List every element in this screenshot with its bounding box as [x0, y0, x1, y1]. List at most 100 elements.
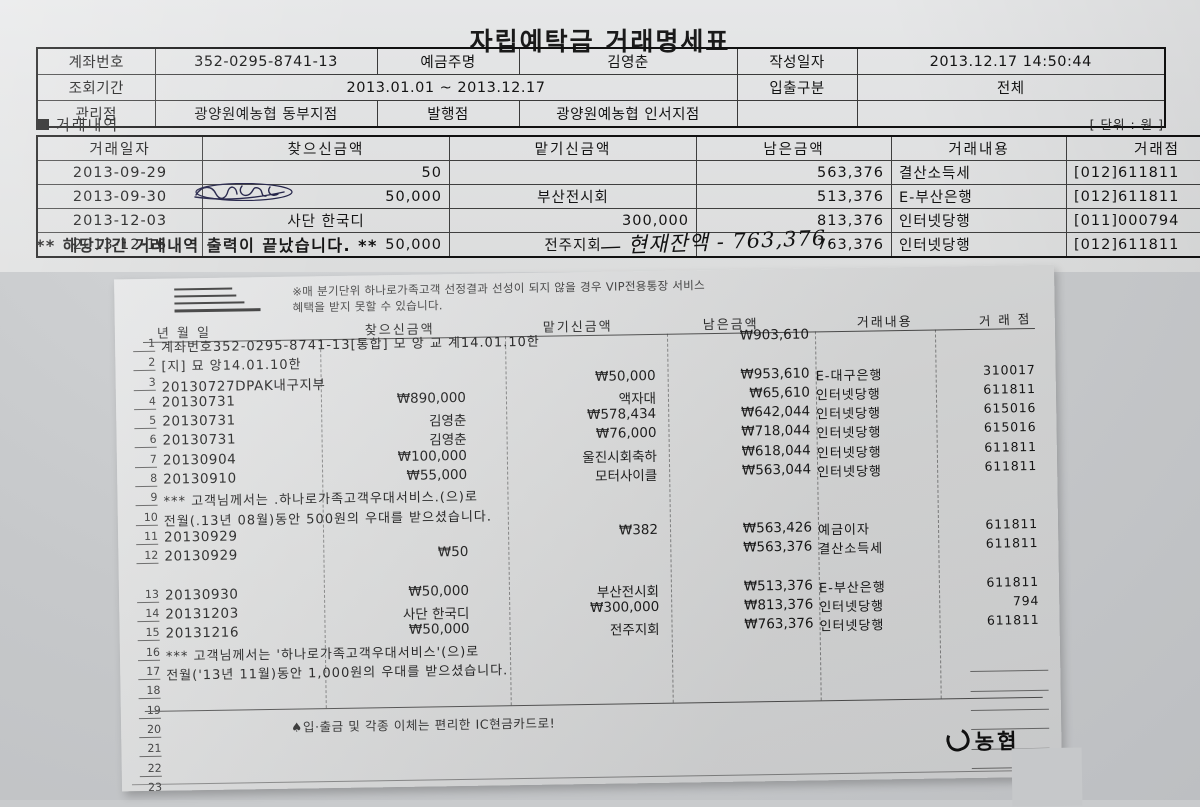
col-header-desc: 거래내용 [892, 136, 1067, 161]
passbook-row-number: 21 [139, 742, 161, 757]
passbook-page: ※매 분기단위 하나로가족고객 선정결과 선성이 되지 않을 경우 VIP전용통… [114, 265, 1062, 792]
holder-name-value: 김영춘 [519, 48, 737, 75]
passbook-header-lines-decoration [174, 287, 260, 317]
passbook-row-balance: ₩563,426 [640, 519, 812, 538]
passbook-empty-row-rule [970, 670, 1048, 672]
passbook-row-balance: ₩618,044 [639, 442, 811, 461]
passbook-row-text: [지] 묘 앙14.01.10한 [161, 354, 301, 375]
passbook-row-deposit: ₩300,000 [459, 599, 659, 618]
passbook-row-number: 13 [137, 588, 159, 603]
passbook-photo-region: ※매 분기단위 하나로가족고객 선정결과 선성이 되지 않을 경우 VIP전용통… [118, 272, 1078, 800]
passbook-row-branch: 611811 [943, 612, 1039, 629]
passbook-row-balance: ₩763,376 [641, 616, 813, 635]
passbook-row-deposit: ₩76,000 [456, 425, 656, 444]
passbook-row-branch: 611811 [941, 458, 1037, 475]
passbook-row-branch: 611811 [940, 381, 1036, 398]
passbook-row-branch: 611811 [943, 574, 1039, 591]
col-header-date: 거래일자 [37, 136, 203, 161]
txn-cell-date: 2013-09-30 [37, 185, 203, 209]
passbook-row-deposit: ₩578,434 [456, 406, 656, 425]
header-row-account: 계좌번호 352-0295-8741-13 예금주명 김영춘 작성일자 2013… [37, 48, 1165, 75]
txn-cell-desc: E-부산은행 [892, 185, 1067, 209]
passbook-row-number: 17 [138, 665, 160, 680]
passbook-row-number: 12 [136, 549, 158, 564]
passbook-row-ymd: 20130904 [163, 451, 237, 468]
passbook-row-number: 11 [136, 530, 158, 545]
passbook-row-deposit: ₩50,000 [456, 368, 656, 387]
col-header-withdraw: 찾으신금액 [203, 136, 450, 161]
passbook-row-ymd: 20130929 [164, 548, 238, 565]
currency-unit-note: [ 단위 : 원 ] [1090, 114, 1164, 133]
passbook-corner-cut [1012, 747, 1083, 806]
txn-cell-branch: [012]611811 [1067, 233, 1200, 258]
manage-branch-value: 광양원예농협 동부지점 [155, 101, 377, 128]
txn-cell-date: 2013-12-03 [37, 209, 203, 233]
passbook-row-desc: 인터넷당행 [816, 422, 881, 442]
passbook-row-branch: 611811 [942, 535, 1038, 552]
passbook-row-balance: ₩642,044 [638, 404, 810, 423]
passbook-row-number: 15 [137, 626, 159, 641]
passbook-row-desc: E-대구은행 [815, 364, 882, 384]
col-header-balance: 남은금액 [697, 136, 892, 161]
passbook-row-number: 16 [138, 645, 160, 660]
passbook-row-number: 2 [133, 356, 155, 371]
passbook-row-deposit: ₩382 [458, 522, 658, 541]
statement-header-table: 계좌번호 352-0295-8741-13 예금주명 김영춘 작성일자 2013… [36, 47, 1166, 128]
passbook-row-desc: 인터넷당행 [819, 596, 884, 616]
passbook-row-number: 23 [140, 781, 162, 792]
txn-cell-withdraw: 사단 한국디 [203, 209, 450, 233]
passbook-row-ymd: 20131203 [165, 606, 239, 623]
passbook-row-number: 9 [135, 491, 157, 506]
txn-cell-desc: 인터넷당행 [892, 233, 1067, 258]
passbook-row-desc: 결산소득세 [818, 538, 883, 558]
inout-label: 입출구분 [737, 75, 857, 101]
passbook-row-number: 1 [133, 337, 155, 352]
passbook-row-desc: 인터넷당행 [816, 383, 881, 403]
transaction-header-row: 거래일자 찾으신금액 맡기신금액 남은금액 거래내용 거래점 [37, 136, 1200, 161]
passbook-row-balance: ₩903,610 [637, 327, 809, 346]
txn-cell-date: 2013-09-29 [37, 161, 203, 185]
passbook-row-ymd: 20130930 [165, 586, 239, 603]
passbook-row-withdraw: ₩50,000 [269, 621, 469, 640]
period-label: 조회기간 [37, 75, 155, 101]
passbook-row-withdraw: ₩55,000 [267, 467, 467, 486]
nonghyup-brand: 농협 [947, 725, 1020, 756]
passbook-empty-row-rule [971, 709, 1049, 711]
passbook-row-number: 14 [137, 607, 159, 622]
passbook-row-number: 5 [134, 414, 156, 429]
created-value: 2013.12.17 14:50:44 [857, 48, 1165, 75]
passbook-empty-row-rule [971, 689, 1049, 691]
header-blank-1 [737, 101, 857, 128]
holder-label: 예금주명 [377, 48, 519, 75]
passbook-row-balance: ₩563,044 [639, 462, 811, 481]
created-label: 작성일자 [737, 48, 857, 75]
passbook-row-number: 6 [134, 433, 156, 448]
passbook-row-withdraw: ₩100,000 [267, 448, 467, 467]
passbook-row-number: 4 [134, 395, 156, 410]
section-heading: 거래내역 [36, 114, 119, 135]
square-bullet-icon [36, 119, 49, 130]
passbook-row-ymd: 20130910 [163, 471, 237, 488]
passbook-row-branch: 611811 [941, 439, 1037, 456]
passbook-row-number: 18 [138, 684, 160, 699]
passbook-row-branch: 615016 [940, 419, 1036, 436]
end-of-list-note: ** 해당기간 거래내역 출력이 끝났습니다. ** [36, 232, 378, 256]
passbook-row-desc: 인터넷당행 [816, 403, 881, 423]
section-heading-label: 거래내역 [56, 114, 119, 135]
col-header-deposit: 맡기신금액 [450, 136, 697, 161]
issue-branch-label: 발행점 [377, 101, 519, 128]
passbook-row-number: 20 [139, 723, 161, 738]
passbook-row-branch: 615016 [940, 400, 1036, 417]
passbook-row-ymd: 20131216 [165, 625, 239, 642]
txn-cell-branch: [012]611811 [1067, 161, 1200, 185]
passbook-row-number: 8 [135, 472, 157, 487]
handwriting-dash-prefix: — [600, 233, 629, 258]
passbook-notice: ※매 분기단위 하나로가족고객 선정결과 선성이 되지 않을 경우 VIP전용통… [292, 276, 852, 316]
passbook-row-desc: E-부산은행 [819, 576, 886, 596]
passbook-row-number: 3 [134, 375, 156, 390]
txn-cell-deposit: 부산전시회 [450, 185, 697, 209]
passbook-row-balance: ₩513,376 [641, 577, 813, 596]
passbook-row-branch: 310017 [939, 362, 1035, 379]
txn-cell-deposit [450, 161, 697, 185]
